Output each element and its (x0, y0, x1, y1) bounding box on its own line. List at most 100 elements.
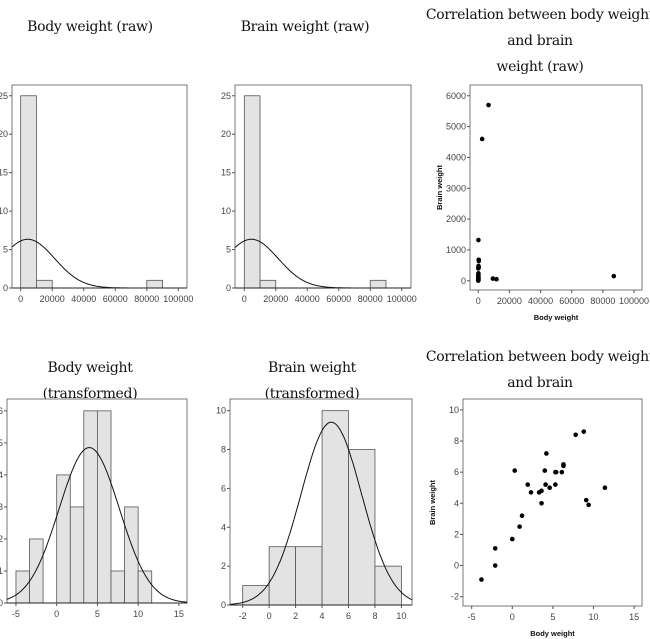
scatter-point (492, 546, 498, 551)
x-tick-label: -2 (239, 611, 247, 621)
y-tick-label: 8 (454, 436, 459, 446)
y-tick-label: 0 (221, 600, 226, 610)
histogram-bar (295, 546, 323, 606)
normal-curve (229, 421, 413, 605)
scatter-point (525, 482, 531, 487)
y-tick-label: 2 (221, 561, 226, 571)
x-tick-label: 0 (54, 609, 59, 619)
y-tick-label: 4 (454, 498, 459, 508)
x-tick-label: 80000 (134, 294, 159, 304)
chart-panel-0: 0 20000 40000 60000 80000 100000 0 5 10 15 20 25 (0, 84, 193, 304)
scatter-point (573, 432, 578, 438)
histogram-bar (110, 570, 125, 604)
x-tick-label: 10 (589, 612, 599, 622)
x-tick-label: 80000 (590, 296, 615, 306)
y-tick-label: 1 (0, 566, 3, 576)
scatter-point (586, 502, 591, 508)
x-tick-label: 40000 (71, 294, 96, 304)
x-tick-label: 0 (18, 294, 23, 304)
scatter-point (583, 497, 589, 503)
x-tick-label: 60000 (103, 294, 128, 304)
scatter-point (602, 485, 608, 491)
chart-panel-5: -5 0 5 10 15 -2 0 2 4 6 8 10 Body weight Brain weight (428, 398, 643, 638)
y-tick-label: 4 (0, 470, 3, 480)
histogram-bar (259, 279, 277, 289)
scatter-point (486, 102, 491, 108)
y-tick-label: 6000 (446, 91, 466, 101)
histogram-bar (243, 95, 261, 289)
x-tick-label: 6 (346, 611, 351, 621)
histogram-bar (97, 410, 112, 604)
y-tick-label: 0 (0, 598, 3, 608)
scatter-point (517, 524, 522, 529)
x-axis-label: Body weight (530, 629, 575, 638)
title-line: weight (raw) (496, 59, 584, 75)
plot-frame (11, 84, 188, 289)
y-tick-label: 1000 (446, 245, 466, 255)
scatter-point (479, 577, 484, 582)
x-tick-label: -5 (12, 609, 20, 619)
scatter-point (476, 237, 481, 243)
title-line: Correlation between body weight and brai… (425, 7, 650, 49)
x-tick-label: 20000 (497, 296, 522, 306)
x-tick-label: 80000 (358, 294, 383, 304)
y-tick-label: 6 (454, 467, 459, 477)
x-tick-label: 20000 (263, 294, 288, 304)
scatter-point (553, 482, 558, 487)
x-tick-label: 5 (95, 609, 100, 619)
x-tick-label: 40000 (528, 296, 553, 306)
x-tick-label: 20000 (40, 294, 65, 304)
y-tick-label: 5 (3, 245, 8, 255)
histogram-bar (374, 565, 402, 606)
scatter-point (528, 490, 534, 495)
y-axis-label: Brain weight (428, 480, 437, 526)
scatter-point (476, 271, 481, 276)
x-tick-label: 100000 (619, 296, 649, 306)
scatter-point (539, 488, 544, 494)
scatter-point (544, 451, 549, 456)
y-tick-label: 20 (0, 129, 8, 139)
y-tick-label: 5000 (446, 122, 466, 132)
title-brain-raw: Brain weight (raw) (240, 19, 370, 35)
y-tick-label: 0 (461, 276, 466, 286)
x-tick-label: 100000 (387, 294, 417, 304)
y-tick-label: -2 (451, 592, 459, 602)
histogram-bar (369, 279, 387, 289)
scatter-point (512, 468, 518, 473)
histogram-bar (36, 279, 53, 289)
x-tick-label: 5 (550, 612, 555, 622)
histogram-bar (69, 506, 85, 604)
x-tick-label: 10 (396, 611, 406, 621)
y-tick-label: 25 (0, 91, 8, 101)
scatter-point (476, 258, 482, 264)
x-tick-label: 8 (372, 611, 377, 621)
x-axis-label: Body weight (534, 313, 579, 322)
scatter-point (542, 468, 548, 473)
x-tick-label: 15 (629, 612, 639, 622)
scatter-point (547, 485, 552, 491)
scatter-point (559, 469, 565, 475)
x-tick-label: 60000 (326, 294, 351, 304)
title-corr-raw: Correlation between body weight and brai… (420, 2, 650, 80)
normal-curve (6, 447, 188, 603)
scatter-point (490, 276, 496, 281)
x-tick-label: 0 (242, 294, 247, 304)
x-tick-label: -5 (468, 612, 476, 622)
y-tick-label: 10 (216, 406, 226, 416)
y-tick-label: 2000 (446, 214, 466, 224)
histogram-bar (15, 570, 30, 604)
plot-frame (469, 84, 643, 291)
x-tick-label: 0 (267, 611, 272, 621)
histogram-bar (124, 506, 139, 604)
histogram-bar (137, 570, 153, 604)
title-body-transformed: Body weight (transformed) (42, 360, 138, 402)
y-tick-label: 15 (221, 168, 231, 178)
y-tick-label: 0 (3, 283, 8, 293)
chart-panel-4: -2 0 2 4 6 8 10 0 2 4 6 8 10 (216, 398, 413, 621)
histogram-bar (321, 410, 349, 606)
x-tick-label: 2 (293, 611, 298, 621)
x-tick-label: 40000 (295, 294, 320, 304)
y-tick-label: 2 (0, 534, 3, 544)
x-tick-label: 0 (476, 296, 481, 306)
